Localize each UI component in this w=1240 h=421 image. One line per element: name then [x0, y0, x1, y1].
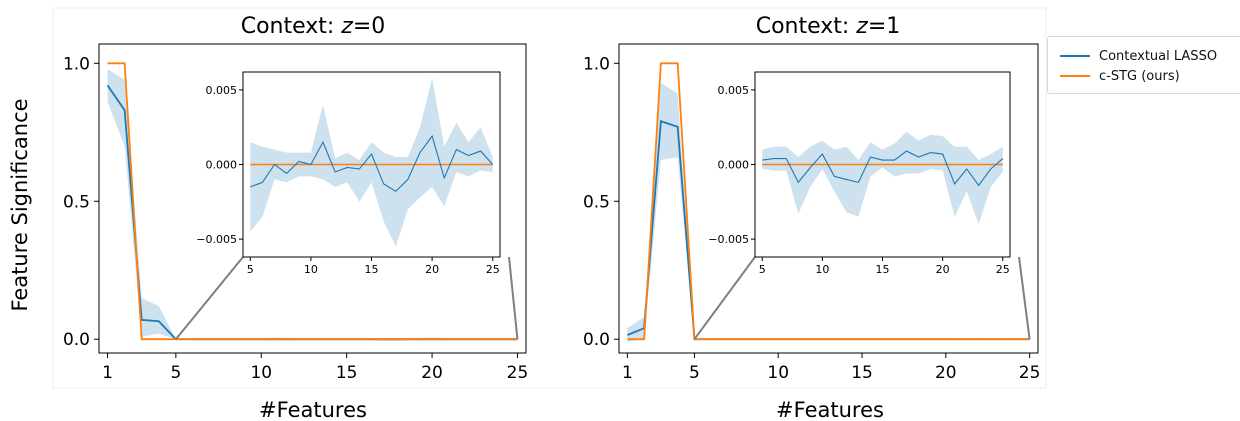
- legend-label-lasso: Contextual LASSO: [1099, 48, 1218, 64]
- x-axis-label: #Features: [259, 398, 367, 421]
- inset-x-tick-label: 25: [486, 263, 500, 276]
- inset-x-tick-label: 20: [936, 263, 950, 276]
- x-tick-label: 1: [622, 363, 633, 383]
- inset-x-tick-label: 15: [365, 263, 379, 276]
- legend-item-lasso: Contextual LASSO: [1060, 46, 1217, 66]
- chart-title-suffix: =0: [353, 14, 385, 39]
- chart-title-variable: z: [340, 14, 353, 39]
- inset-x-tick-label: 5: [759, 263, 766, 276]
- legend: Contextual LASSO c-STG (ours): [1047, 36, 1240, 94]
- y-axis-label: Feature Significance: [8, 98, 32, 311]
- inset-lasso-line: [250, 134, 494, 193]
- zoom-connector-left: [693, 256, 756, 340]
- zoom-connector-left: [175, 256, 244, 340]
- x-tick-label: 1: [102, 363, 113, 383]
- zoom-connector-right: [508, 256, 519, 340]
- legend-item-cstg: c-STG (ours): [1060, 66, 1180, 86]
- zoom-connector-right: [1018, 256, 1031, 340]
- y-tick-label: 0.5: [583, 192, 610, 212]
- inset-x-tick-label: 10: [815, 263, 829, 276]
- inset-lasso-band: [250, 77, 493, 247]
- legend-label-cstg: c-STG (ours): [1099, 68, 1180, 84]
- y-tick-label: 0.0: [63, 330, 90, 350]
- lasso-confidence-band: [107, 68, 518, 341]
- inset-y-tick-label: 0.005: [718, 84, 750, 97]
- chart-title: Context: z=1: [756, 14, 901, 39]
- x-tick-label: 15: [851, 363, 873, 383]
- inset-lasso-line: [762, 150, 1004, 187]
- chart-title-prefix: Context:: [241, 14, 342, 39]
- x-tick-label: 25: [507, 363, 529, 383]
- x-tick-label: 10: [250, 363, 272, 383]
- inset-x-tick-label: 15: [876, 263, 890, 276]
- x-axis-label: #Features: [776, 398, 884, 421]
- inset-x-tick-label: 20: [425, 263, 439, 276]
- inset-x-tick-label: 10: [304, 263, 318, 276]
- chart-title: Context: z=0: [241, 14, 386, 39]
- x-tick-label: 5: [170, 363, 181, 383]
- inset-y-tick-label: 0.000: [718, 159, 750, 172]
- legend-swatch-lasso: [1060, 55, 1090, 57]
- y-tick-label: 0.5: [63, 192, 90, 212]
- x-tick-label: 5: [689, 363, 700, 383]
- y-tick-label: 1.0: [63, 54, 90, 74]
- figure-border: [52, 7, 1047, 389]
- x-tick-label: 10: [767, 363, 789, 383]
- chart-title-variable: z: [855, 14, 868, 39]
- x-tick-label: 15: [336, 363, 358, 383]
- lasso-confidence-band: [627, 82, 1030, 342]
- inset-y-tick-label: −0.005: [196, 233, 237, 246]
- inset-y-tick-label: −0.005: [708, 233, 749, 246]
- legend-swatch-cstg: [1060, 75, 1090, 77]
- inset-x-tick-label: 5: [247, 263, 254, 276]
- y-tick-label: 1.0: [583, 54, 610, 74]
- inset-y-tick-label: 0.005: [206, 84, 238, 97]
- chart-title-prefix: Context:: [756, 14, 857, 39]
- chart-title-suffix: =1: [868, 14, 900, 39]
- inset-y-tick-label: 0.000: [206, 159, 238, 172]
- y-tick-label: 0.0: [583, 330, 610, 350]
- x-tick-label: 25: [1019, 363, 1041, 383]
- x-tick-label: 20: [421, 363, 443, 383]
- x-tick-label: 20: [935, 363, 957, 383]
- inset-x-tick-label: 25: [996, 263, 1010, 276]
